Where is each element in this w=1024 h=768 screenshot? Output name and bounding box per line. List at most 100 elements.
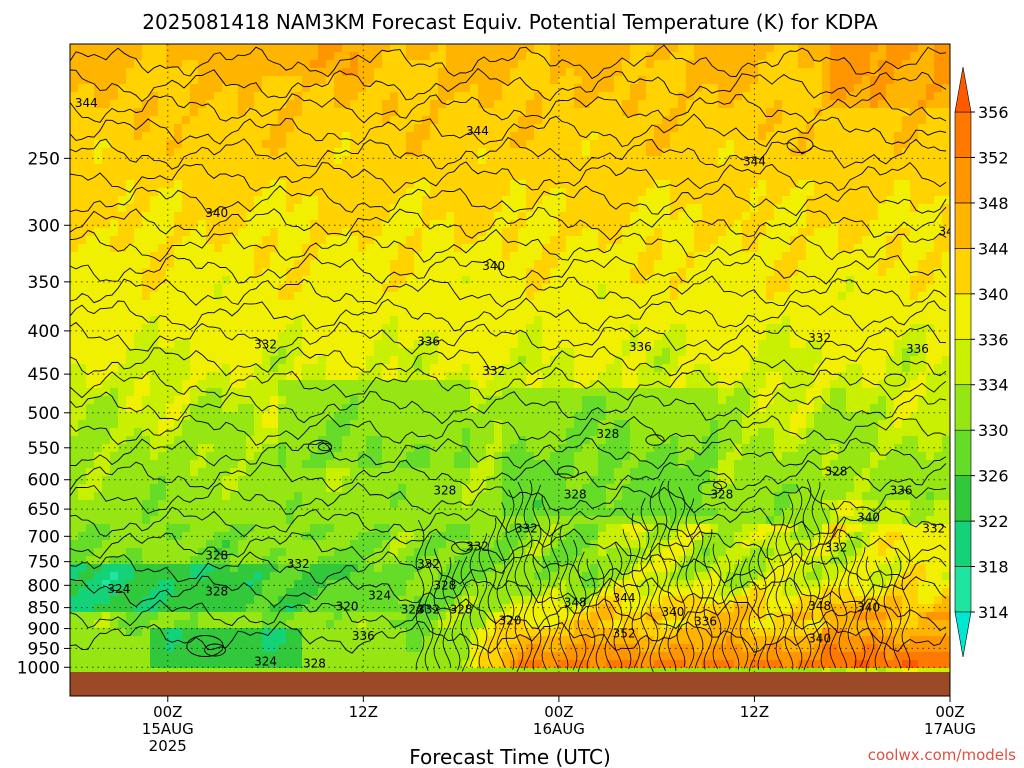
y-tick-label: 750 bbox=[28, 553, 60, 573]
x-tick-label: 15AUG bbox=[142, 720, 194, 738]
contour-label: 328 bbox=[710, 488, 733, 502]
y-tick-label: 450 bbox=[28, 365, 60, 385]
y-tick-label: 1000 bbox=[17, 658, 60, 678]
colorbar-label: 318 bbox=[978, 558, 1009, 577]
colorbar-band bbox=[954, 293, 972, 340]
x-tick-label: 16AUG bbox=[533, 720, 585, 738]
contour-label: 336 bbox=[417, 335, 440, 349]
contour-label: 344 bbox=[75, 96, 98, 110]
x-axis-label: Forecast Time (UTC) bbox=[409, 745, 611, 768]
contour-label: 336 bbox=[906, 342, 929, 356]
contour-label: 324 bbox=[107, 582, 130, 596]
x-tick-label: 00Z bbox=[153, 703, 182, 721]
y-tick-label: 950 bbox=[28, 639, 60, 659]
contour-label: 340 bbox=[205, 206, 228, 220]
colorbar-label: 352 bbox=[978, 148, 1009, 167]
x-tick-label: 00Z bbox=[935, 703, 964, 721]
contour-label: 340 bbox=[662, 605, 685, 619]
colorbar-band bbox=[954, 384, 972, 431]
contour-label: 336 bbox=[971, 539, 994, 553]
contour-label: 328 bbox=[596, 427, 619, 441]
contour-label: 328 bbox=[433, 578, 456, 592]
contour-label: 332 bbox=[482, 364, 505, 378]
colorbar-label: 344 bbox=[978, 239, 1009, 258]
x-tick-label: 12Z bbox=[740, 703, 769, 721]
x-tick-label: 00Z bbox=[544, 703, 573, 721]
colorbar-label: 330 bbox=[978, 421, 1009, 440]
colorbar-band bbox=[954, 338, 972, 386]
watermark: coolwx.com/models bbox=[868, 746, 1016, 764]
plot-area: 344 344 344 344 340 340 332 336 332 336 332 336 332 3… bbox=[70, 44, 994, 696]
colorbar-band bbox=[954, 248, 972, 295]
colorbar-label: 356 bbox=[978, 103, 1009, 122]
contour-label: 324 bbox=[254, 655, 277, 669]
contour-label: 328 bbox=[824, 465, 847, 479]
y-tick-label: 650 bbox=[28, 500, 60, 520]
x-tick-label: 2025 bbox=[149, 737, 187, 755]
contour-label: 328 bbox=[450, 603, 473, 617]
y-tick-label: 850 bbox=[28, 599, 60, 619]
y-tick-label: 300 bbox=[28, 216, 60, 236]
y-tick-label: 250 bbox=[28, 149, 60, 169]
contour-label: 328 bbox=[433, 484, 456, 498]
contour-label: 332 bbox=[417, 557, 440, 571]
ground-fill bbox=[70, 672, 950, 696]
x-tick-label: 12Z bbox=[349, 703, 378, 721]
colorbar-band bbox=[954, 429, 972, 476]
contour-label: 332 bbox=[287, 557, 310, 571]
contour-label: 332 bbox=[254, 337, 277, 351]
contour-label: 336 bbox=[694, 615, 717, 629]
y-tick-label: 550 bbox=[28, 439, 60, 459]
contour-label: 332 bbox=[515, 521, 538, 535]
colorbar-label: 348 bbox=[978, 194, 1009, 213]
contour-label: 328 bbox=[205, 584, 228, 598]
contour-label: 336 bbox=[352, 629, 375, 643]
colorbar: 314 318 322 326 330 334 336 340 344 348 352 356 bbox=[954, 66, 1009, 658]
pressure-axis: 2503003504004505005506006507007508008509… bbox=[17, 149, 70, 678]
contour-label: 332 bbox=[922, 521, 945, 535]
y-tick-label: 500 bbox=[28, 404, 60, 424]
contour-label: 332 bbox=[824, 541, 847, 555]
colorbar-band bbox=[954, 520, 972, 567]
contour-label: 332 bbox=[466, 540, 489, 554]
contour-label: 332 bbox=[808, 331, 831, 345]
contour-label: 320 bbox=[336, 599, 359, 613]
grid-lines bbox=[70, 44, 950, 696]
contour-label: 324 bbox=[368, 589, 391, 603]
contour-label: 344 bbox=[743, 154, 766, 168]
y-tick-label: 350 bbox=[28, 273, 60, 293]
y-tick-label: 600 bbox=[28, 471, 60, 491]
colorbar-band bbox=[954, 157, 972, 204]
contour-label: 324 bbox=[401, 603, 424, 617]
contour-label: 344 bbox=[466, 124, 489, 138]
chart-title: 2025081418 NAM3KM Forecast Equiv. Potent… bbox=[142, 10, 878, 34]
contour-label: 340 bbox=[857, 510, 880, 524]
colorbar-label: 340 bbox=[978, 285, 1009, 304]
y-tick-label: 400 bbox=[28, 322, 60, 342]
colorbar-label: 322 bbox=[978, 512, 1009, 531]
contour-label: 340 bbox=[808, 632, 831, 646]
y-tick-label: 700 bbox=[28, 527, 60, 547]
contour-label: 336 bbox=[890, 484, 913, 498]
y-tick-label: 900 bbox=[28, 620, 60, 640]
contour-label: 320 bbox=[499, 613, 522, 627]
contour-label: 328 bbox=[205, 549, 228, 563]
contour-labels: 344 344 344 344 340 340 332 336 332 336 332 336 332 3… bbox=[75, 96, 994, 671]
contour-label: 344 bbox=[613, 591, 636, 605]
colorbar-band bbox=[954, 111, 972, 158]
contour-label: 348 bbox=[564, 595, 587, 609]
colorbar-min-arrow bbox=[954, 611, 972, 658]
contour-label: 328 bbox=[303, 657, 326, 671]
colorbar-band bbox=[954, 566, 972, 613]
colorbar-label: 336 bbox=[978, 330, 1009, 349]
contour-label: 328 bbox=[564, 488, 587, 502]
contour-label: 340 bbox=[857, 601, 880, 615]
contour-label: 352 bbox=[613, 626, 636, 640]
contour-label: 336 bbox=[629, 340, 652, 354]
contour-label: 348 bbox=[808, 599, 831, 613]
colorbar-band bbox=[954, 475, 972, 522]
colorbar-label: 326 bbox=[978, 467, 1009, 486]
x-tick-label: 17AUG bbox=[924, 720, 976, 738]
contour-lines bbox=[70, 44, 947, 673]
